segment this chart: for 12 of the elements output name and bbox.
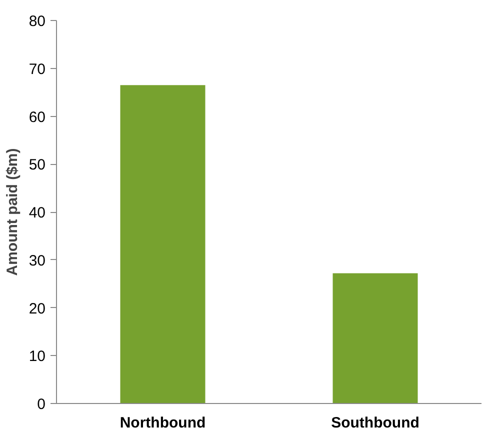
x-tick-label: Northbound: [120, 414, 206, 432]
x-tick-label: Southbound: [331, 414, 420, 432]
y-axis-title: Amount paid ($m): [4, 148, 21, 276]
y-tick-label: 50: [28, 156, 46, 174]
y-tick-label: 10: [28, 348, 46, 366]
y-tick-label: 0: [37, 396, 46, 413]
y-tick-label: 70: [28, 60, 46, 78]
y-tick-label: 60: [28, 108, 46, 126]
y-tick-label: 30: [28, 252, 46, 270]
y-tick-label: 40: [28, 204, 46, 222]
y-tick-label: 20: [28, 300, 46, 318]
y-tick-label: 80: [28, 13, 46, 30]
